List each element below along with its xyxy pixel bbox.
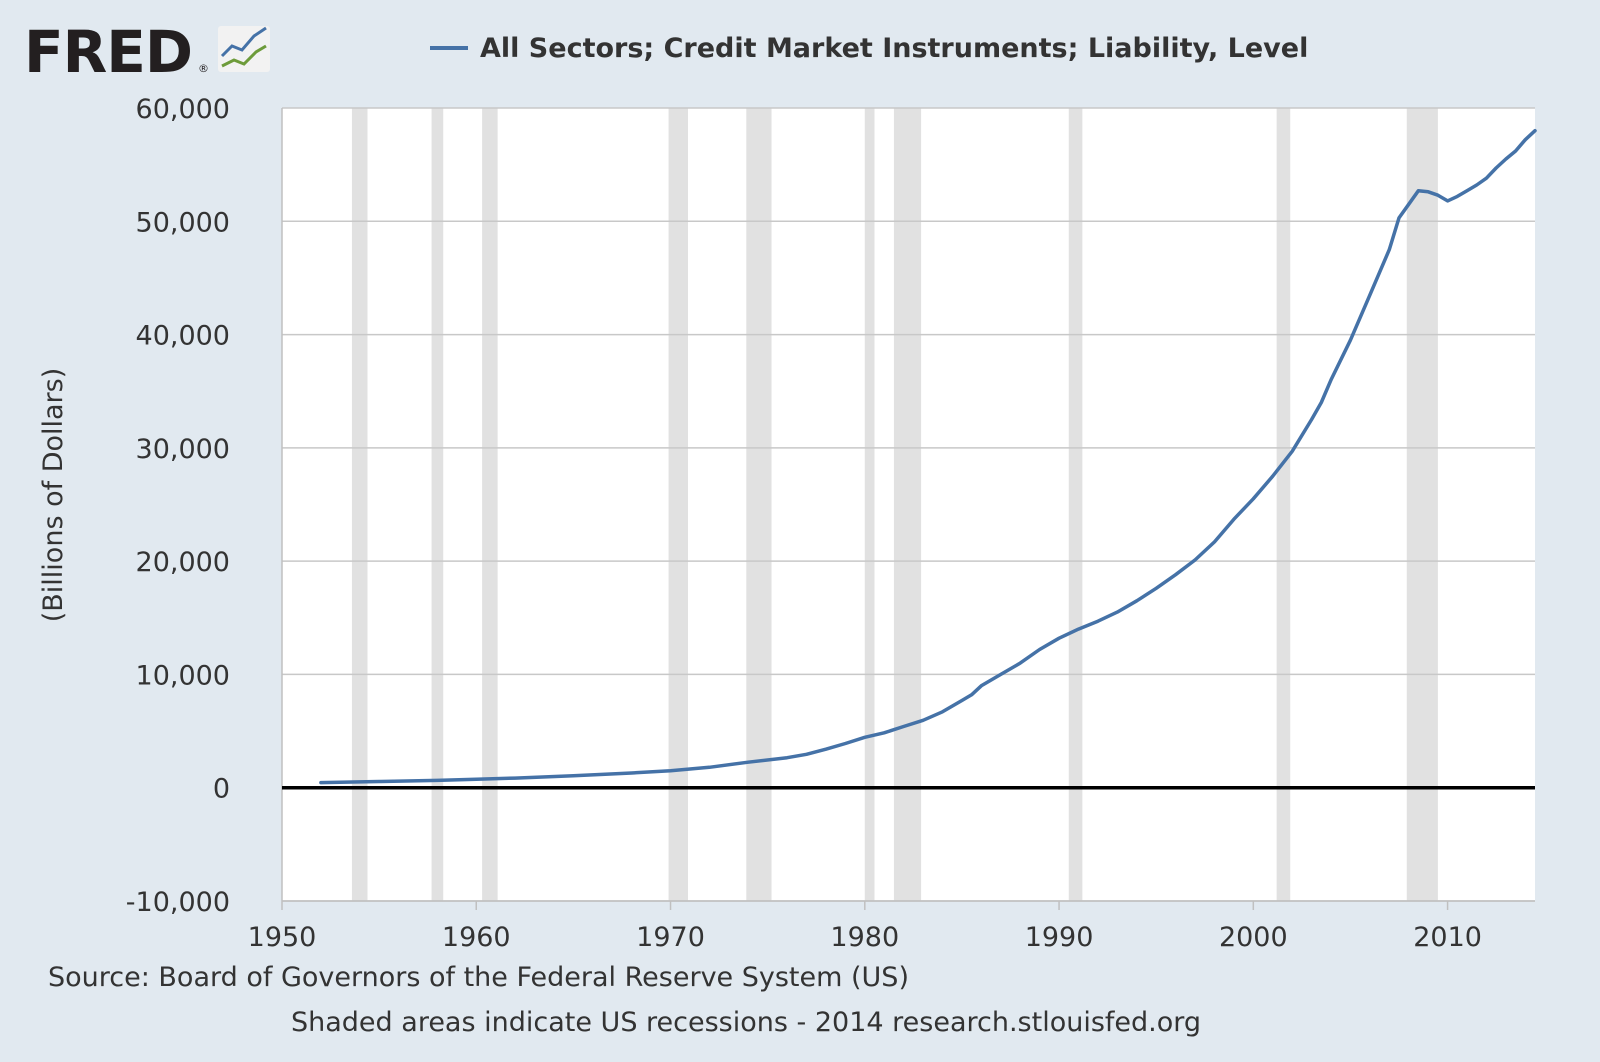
data-point bbox=[572, 774, 575, 777]
data-point bbox=[785, 756, 789, 759]
data-point bbox=[436, 779, 439, 782]
data-point bbox=[1407, 203, 1410, 206]
x-tick-label: 1950 bbox=[248, 922, 317, 953]
y-axis: -10,000 0 10,000 20,000 30,000 40,000 50,000 60… bbox=[126, 94, 230, 918]
fred-logo[interactable]: FRED ® bbox=[24, 18, 270, 86]
data-point bbox=[1329, 378, 1333, 382]
y-axis-title: (Billions of Dollars) bbox=[38, 368, 69, 623]
x-tick-label: 1980 bbox=[830, 922, 899, 953]
data-point bbox=[1116, 610, 1119, 614]
y-tick-label: 30,000 bbox=[136, 434, 230, 465]
legend-label: All Sectors; Credit Market Instruments; … bbox=[480, 33, 1308, 64]
data-point bbox=[883, 731, 886, 734]
recession-note-text: Shaded areas indicate US recessions - 20… bbox=[291, 1007, 1201, 1038]
data-point bbox=[980, 684, 983, 687]
data-point bbox=[902, 725, 905, 728]
data-point bbox=[1514, 149, 1517, 153]
data-point bbox=[941, 710, 944, 713]
series-layer bbox=[282, 128, 1537, 790]
data-point bbox=[1524, 138, 1527, 141]
data-point bbox=[1291, 450, 1294, 453]
data-point bbox=[1271, 475, 1274, 478]
data-point bbox=[970, 693, 973, 696]
x-tick-label: 2000 bbox=[1219, 922, 1288, 953]
recession-band bbox=[1068, 108, 1083, 901]
data-point bbox=[1135, 599, 1139, 602]
y-tick-label: 60,000 bbox=[136, 94, 230, 125]
recession-band bbox=[864, 108, 875, 901]
data-point bbox=[1417, 189, 1420, 192]
data-point bbox=[1504, 157, 1508, 161]
recession-band bbox=[893, 108, 922, 901]
data-point bbox=[1456, 195, 1459, 198]
data-point bbox=[1057, 637, 1061, 640]
y-tick-label: 0 bbox=[213, 774, 230, 805]
recession-band bbox=[351, 108, 368, 901]
data-point bbox=[377, 780, 381, 783]
data-point bbox=[1533, 129, 1537, 132]
y-tick-label: 40,000 bbox=[136, 321, 230, 352]
data-point bbox=[824, 748, 828, 751]
recession-band bbox=[482, 108, 498, 901]
data-point bbox=[1436, 194, 1440, 197]
data-point bbox=[921, 719, 925, 722]
data-point bbox=[1475, 183, 1478, 187]
line-chart-icon bbox=[218, 26, 270, 72]
data-point bbox=[1349, 339, 1352, 342]
data-point bbox=[1446, 199, 1449, 203]
recession-band bbox=[431, 108, 444, 901]
data-point bbox=[844, 742, 847, 745]
data-point bbox=[1388, 248, 1391, 251]
data-point bbox=[708, 766, 711, 769]
recession-band bbox=[1276, 108, 1291, 901]
data-point bbox=[1038, 648, 1041, 651]
y-tick-label: 50,000 bbox=[136, 207, 230, 238]
data-point bbox=[1213, 540, 1216, 544]
data-point bbox=[1397, 216, 1401, 220]
data-point bbox=[1465, 189, 1469, 192]
data-point bbox=[630, 771, 633, 775]
data-point bbox=[669, 769, 672, 772]
data-point bbox=[1368, 293, 1372, 297]
data-point bbox=[999, 673, 1002, 676]
logo-text: FRED bbox=[24, 18, 192, 86]
y-tick-label: -10,000 bbox=[126, 887, 230, 918]
data-point bbox=[513, 776, 517, 780]
recession-band bbox=[746, 108, 772, 901]
recession-bands bbox=[351, 108, 1438, 901]
x-tick-label: 1990 bbox=[1025, 922, 1094, 953]
data-point bbox=[319, 781, 323, 784]
x-tick-label: 2010 bbox=[1413, 922, 1482, 953]
registered-mark: ® bbox=[198, 62, 209, 75]
data-point bbox=[1155, 587, 1158, 590]
y-tick-label: 20,000 bbox=[136, 547, 230, 578]
data-point bbox=[1232, 518, 1236, 521]
data-point bbox=[1077, 627, 1080, 631]
data-point bbox=[1252, 497, 1255, 500]
data-point bbox=[1310, 418, 1313, 421]
data-point bbox=[1485, 177, 1488, 180]
data-point bbox=[1427, 190, 1430, 193]
recession-band bbox=[1406, 108, 1438, 901]
data-point bbox=[863, 736, 866, 739]
x-axis: 1950 1960 1970 1980 1990 2000 2010 bbox=[248, 108, 1535, 953]
data-point bbox=[960, 699, 964, 702]
y-tick-label: 10,000 bbox=[136, 660, 230, 691]
x-tick-label: 1970 bbox=[636, 922, 705, 953]
data-point bbox=[1174, 573, 1177, 576]
data-point bbox=[1494, 166, 1498, 170]
data-point bbox=[747, 761, 750, 764]
data-point bbox=[1019, 661, 1022, 665]
data-point bbox=[1096, 620, 1100, 623]
data-point bbox=[805, 753, 808, 756]
recession-band bbox=[668, 108, 689, 901]
legend: All Sectors; Credit Market Instruments; … bbox=[430, 33, 1308, 64]
source-text: Source: Board of Governors of the Federa… bbox=[48, 962, 909, 993]
data-point bbox=[1193, 558, 1197, 562]
data-point bbox=[475, 778, 478, 781]
x-tick-label: 1960 bbox=[442, 922, 511, 953]
data-point bbox=[1320, 401, 1323, 404]
